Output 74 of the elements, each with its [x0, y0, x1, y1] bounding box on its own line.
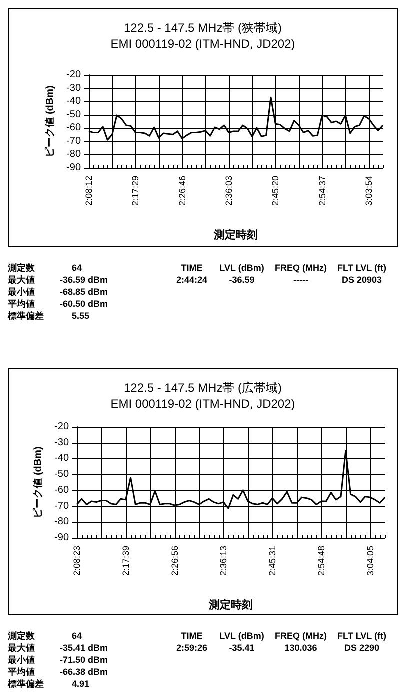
text: DS 2290 — [343, 642, 381, 654]
y-tick-label: -50 — [66, 109, 82, 120]
x-tick-label: 2:36:13 — [218, 546, 229, 576]
text: 2:44:24 — [175, 274, 209, 286]
chart-title: 122.5 - 147.5 MHz帯 (広帯域) — [124, 381, 282, 395]
y-axis-title: ピーク値 (dBm) — [32, 446, 44, 518]
text: 5.55 — [71, 310, 91, 322]
text: -35.41 — [228, 642, 256, 654]
x-axis-title: 測定時刻 — [208, 598, 253, 612]
y-tick-label: -40 — [66, 96, 82, 108]
text: -66.38 dBm — [60, 666, 110, 678]
chart-subtitle: EMI 000119-02 (ITM-HND, JD202) — [110, 397, 296, 411]
chart-title: 122.5 - 147.5 MHz帯 (狭帯域) — [124, 21, 282, 35]
y-tick-label: -20 — [54, 422, 70, 432]
y-tick-label: -30 — [66, 82, 82, 94]
text: 64 — [71, 630, 84, 642]
chart-subtitle: EMI 000119-02 (ITM-HND, JD202) — [110, 37, 296, 51]
y-tick-label: -40 — [54, 453, 70, 464]
x-tick-label: 2:45:20 — [270, 176, 281, 206]
text: -60.50 dBm — [60, 298, 110, 310]
text: 最小値 — [8, 286, 36, 298]
text: -36.59 dBm — [60, 274, 110, 286]
text: 平均値 — [8, 298, 36, 310]
text: DS 20903 — [340, 274, 384, 286]
y-tick-label: -50 — [54, 469, 70, 480]
text: 標準偏差 — [8, 678, 45, 690]
text: ----- — [292, 274, 310, 286]
x-tick-label: 2:45:31 — [268, 546, 278, 576]
y-tick-label: -70 — [66, 136, 82, 147]
y-tick-label: -80 — [54, 516, 70, 528]
x-tick-label: 2:26:56 — [170, 546, 180, 576]
text: -36.59 — [228, 274, 256, 286]
text: -71.50 dBm — [60, 654, 110, 666]
text: 64 — [71, 262, 84, 274]
text: FLT LVL (ft) — [336, 262, 388, 274]
text: 測定数 — [8, 630, 36, 642]
y-tick-label: -70 — [54, 500, 70, 512]
x-tick-label: 2:36:03 — [224, 176, 234, 206]
text: 平均値 — [8, 666, 36, 678]
y-axis-title: ピーク値 (dBm) — [44, 86, 56, 158]
text: 2:59:26 — [175, 642, 209, 654]
x-tick-label: 2:08:23 — [72, 546, 82, 576]
text: 測定数 — [8, 262, 36, 274]
text: TIME — [180, 630, 204, 642]
text: -68.85 dBm — [60, 286, 110, 298]
text: -35.41 dBm — [60, 642, 110, 654]
text: LVL (dBm) — [218, 630, 266, 642]
text: FLT LVL (ft) — [336, 630, 388, 642]
x-tick-label: 2:17:39 — [120, 546, 131, 576]
text: FREQ (MHz) — [274, 630, 328, 642]
x-tick-label: 2:54:48 — [316, 546, 326, 576]
text: LVL (dBm) — [218, 262, 266, 274]
text: 4.91 — [71, 678, 91, 690]
text: TIME — [180, 262, 204, 274]
x-tick-label: 2:17:29 — [130, 176, 141, 206]
text: 最大値 — [8, 274, 36, 286]
y-tick-label: -30 — [54, 437, 70, 448]
y-tick-label: -60 — [66, 122, 82, 134]
text: 130.036 — [284, 642, 318, 654]
y-tick-label: -90 — [66, 162, 82, 174]
text: FREQ (MHz) — [274, 262, 328, 274]
y-tick-label: -80 — [66, 149, 82, 160]
x-axis-title: 測定時刻 — [213, 228, 258, 242]
text: 最小値 — [8, 654, 36, 666]
y-tick-label: -60 — [54, 484, 70, 496]
x-tick-label: 2:26:46 — [177, 176, 188, 206]
x-tick-label: 2:54:37 — [317, 176, 328, 206]
x-tick-label: 3:03:54 — [364, 176, 374, 206]
x-tick-label: 3:04:05 — [365, 546, 376, 576]
x-tick-label: 2:08:12 — [84, 176, 94, 206]
text: 標準偏差 — [8, 310, 45, 322]
y-tick-label: -20 — [66, 70, 82, 80]
y-tick-label: -90 — [54, 532, 70, 544]
text: 最大値 — [8, 642, 36, 654]
